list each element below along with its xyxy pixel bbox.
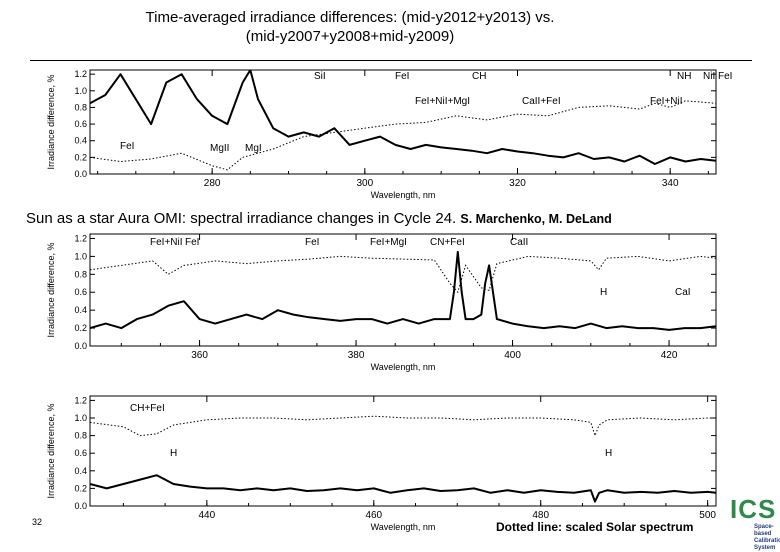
y-tick-label: 0.6 (74, 119, 87, 129)
spectral-line-annotation: FeI+NiI+MgI (415, 96, 470, 107)
y-tick-label: 0.0 (74, 501, 87, 511)
spectral-line-annotation: H (170, 448, 177, 459)
ics-logo: ICS Space-basedCalibration System (728, 494, 780, 551)
x-axis-label: Wavelength, nm (371, 190, 436, 200)
y-tick-label: 0.0 (74, 341, 87, 351)
spectral-line-annotation: FeI (120, 141, 134, 152)
plot-frame (89, 395, 717, 507)
spectral-line-annotation: MgII (210, 143, 229, 154)
y-tick-label: 1.0 (74, 86, 87, 96)
spectral-line-annotation: FeI+NiI (150, 237, 183, 248)
y-axis-label: Irradiance difference, % (46, 404, 56, 499)
x-tick-label: 460 (365, 510, 382, 521)
spectral-line-annotation: CH+FeI (130, 403, 165, 414)
spectral-line-annotation: H (605, 448, 612, 459)
spectral-line-annotation: FeI (185, 237, 199, 248)
subtitle-authors: S. Marchenko, M. DeLand (460, 212, 612, 226)
y-tick-label: 1.0 (74, 413, 87, 423)
irradiance-difference-series-line (90, 70, 716, 165)
y-axis-label: Irradiance difference, % (46, 75, 56, 170)
y-tick-label: 0.8 (74, 102, 87, 112)
chart-panel-1: 0.0 0.2 0.4 0.6 0.8 1.0 1.2 280 300 320 340 Wavelen… (46, 69, 732, 200)
subtitle-text: Sun as a star Aura OMI: spectral irradia… (26, 210, 457, 227)
x-tick-label: 500 (699, 510, 716, 521)
spectral-line-annotation: MgI (245, 143, 262, 154)
spectral-line-annotation: CN+FeI (430, 237, 465, 248)
slide-title-line2: (mid-y2007+y2008+mid-y2009) (245, 28, 455, 45)
irradiance-difference-series-line (90, 474, 716, 503)
slide-title-line1: Time-averaged irradiance differences: (m… (145, 9, 555, 26)
y-tick-label: 0.8 (74, 269, 87, 279)
x-tick-label: 340 (662, 178, 679, 189)
spectral-line-annotation: NH (677, 71, 691, 82)
y-tick-label: 0.6 (74, 287, 87, 297)
spectral-line-annotation: FeI+MgI (370, 237, 407, 248)
ics-logo-text: ICS (730, 494, 777, 524)
x-axis-label: Wavelength, nm (371, 522, 436, 532)
y-tick-label: 0.2 (74, 152, 87, 162)
x-tick-label: 300 (356, 178, 373, 189)
x-tick-label: 360 (191, 350, 208, 361)
spectral-line-annotation: CH (472, 71, 486, 82)
spectral-line-annotation: NiI FeI (703, 71, 732, 82)
y-tick-label: 1.0 (74, 251, 87, 261)
x-tick-label: 280 (204, 178, 221, 189)
page-number: 32 (32, 517, 43, 527)
x-tick-label: 320 (509, 178, 526, 189)
x-tick-label: 480 (532, 510, 549, 521)
y-tick-label: 0.0 (74, 169, 87, 179)
solar-spectrum-series-line (90, 415, 716, 438)
spectral-line-annotation: CaII+FeI (522, 96, 561, 107)
chart-panel-3: 0.0 0.2 0.4 0.6 0.8 1.0 1.2 440 460 480 500 Wavelen… (46, 395, 717, 532)
slide-subtitle: Sun as a star Aura OMI: spectral irradia… (26, 210, 612, 227)
y-tick-label: 1.2 (74, 233, 87, 243)
title-divider (30, 60, 752, 61)
spectral-line-annotation: FeI+NiI (650, 96, 683, 107)
y-tick-label: 1.2 (74, 69, 87, 79)
spectral-line-annotation: SiI (314, 71, 326, 82)
y-tick-label: 0.4 (74, 136, 87, 146)
y-tick-label: 0.6 (74, 448, 87, 458)
y-tick-label: 0.2 (74, 483, 87, 493)
footnote: Dotted line: scaled Solar spectrum (496, 520, 694, 534)
y-axis-label: Irradiance difference, % (46, 243, 56, 338)
solar-spectrum-series-line (90, 255, 716, 294)
plot-frame (89, 69, 717, 175)
y-tick-label: 0.8 (74, 431, 87, 441)
slide-title: Time-averaged irradiance differences: (m… (0, 8, 700, 46)
y-tick-label: 1.2 (74, 395, 87, 405)
x-tick-label: 420 (661, 350, 678, 361)
spectral-line-annotation: FeI (305, 237, 319, 248)
plot-frame (89, 233, 717, 347)
x-axis-label: Wavelength, nm (371, 362, 436, 372)
spectral-line-annotation: FeI (395, 71, 409, 82)
chart-panel-2: 0.0 0.2 0.4 0.6 0.8 1.0 1.2 360 380 400 420 Wavelen… (46, 233, 717, 372)
spectral-line-annotation: CaI (675, 287, 691, 298)
ics-logo-caption: Space-basedCalibration System (754, 524, 780, 551)
x-tick-label: 440 (199, 510, 216, 521)
x-tick-label: 380 (348, 350, 365, 361)
y-tick-label: 0.4 (74, 305, 87, 315)
y-tick-label: 0.4 (74, 466, 87, 476)
solar-spectrum-series-line (90, 100, 716, 171)
y-tick-label: 0.2 (74, 323, 87, 333)
spectral-line-annotation: H (600, 287, 607, 298)
x-tick-label: 400 (504, 350, 521, 361)
spectral-line-annotation: CaII (510, 237, 528, 248)
irradiance-difference-series-line (90, 250, 716, 331)
